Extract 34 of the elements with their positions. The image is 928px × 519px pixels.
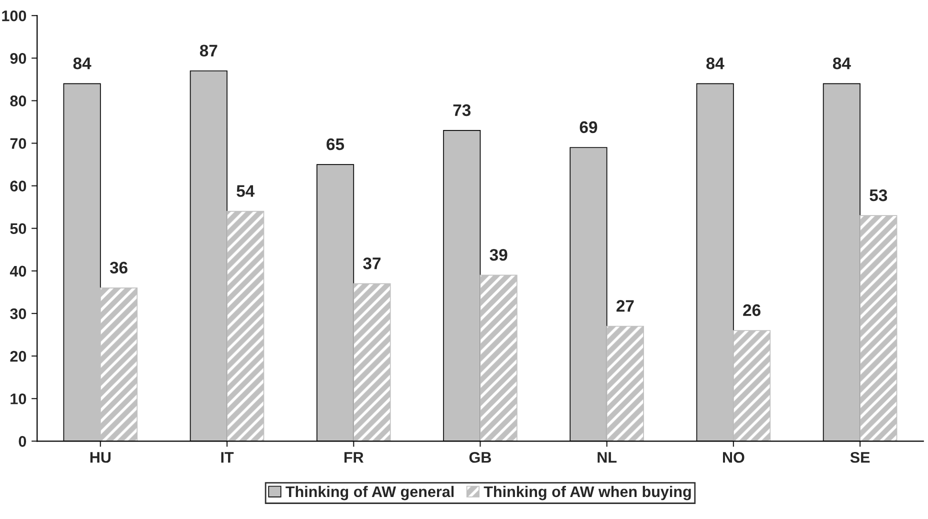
y-tick-label: 80: [10, 96, 26, 106]
data-label: 65: [326, 138, 344, 150]
x-tick-label: HU: [90, 452, 111, 463]
y-tick-label: 0: [18, 436, 26, 447]
data-label: 27: [616, 300, 634, 312]
legend-label: Thinking of AW general: [286, 486, 454, 500]
data-label: 39: [490, 248, 508, 261]
x-tick-label: NO: [723, 452, 744, 463]
x-tick-label: SE: [850, 452, 870, 463]
y-tick-label: 60: [10, 180, 26, 192]
data-label: 37: [363, 257, 381, 270]
legend-label: Thinking of AW when buying: [484, 486, 691, 500]
data-label: 26: [743, 304, 760, 316]
data-label: 69: [580, 121, 598, 134]
y-tick-label: 90: [10, 52, 26, 64]
data-label: 84: [832, 57, 851, 70]
y-tick-label: 40: [10, 266, 26, 277]
y-tick-label: 30: [10, 308, 26, 320]
x-tick-label: NL: [598, 452, 617, 463]
data-label: 84: [73, 57, 92, 70]
data-label: 73: [453, 104, 471, 116]
x-tick-label: IT: [221, 452, 234, 463]
y-tick-label: 100: [2, 10, 26, 22]
x-tick-label: GB: [469, 452, 492, 463]
data-label: 87: [200, 44, 218, 56]
data-label: 54: [236, 185, 255, 197]
y-tick-label: 70: [10, 138, 26, 149]
data-label: 53: [870, 189, 888, 202]
x-tick-label: FR: [344, 452, 364, 463]
y-tick-label: 20: [10, 350, 26, 362]
y-tick-label: 50: [10, 223, 26, 234]
data-label: 84: [706, 57, 724, 70]
y-tick-label: 10: [10, 393, 26, 404]
data-label: 36: [110, 262, 128, 274]
